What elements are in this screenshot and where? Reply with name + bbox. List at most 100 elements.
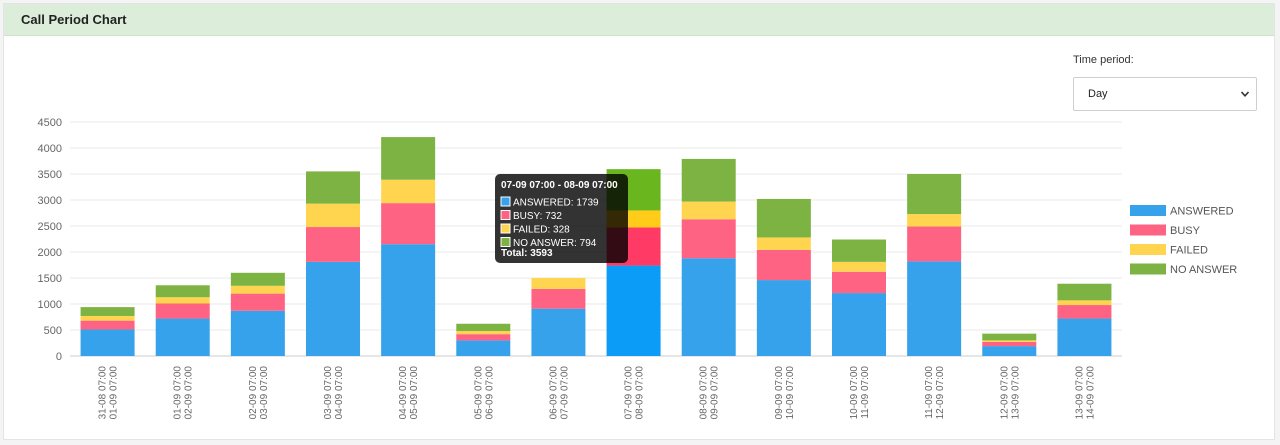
bar-no-answer — [681, 158, 736, 202]
panel-title: Call Period Chart — [21, 12, 127, 27]
y-tick-label: 1000 — [38, 299, 62, 311]
bar-busy — [456, 334, 511, 341]
y-tick-label: 500 — [44, 325, 62, 337]
bar-busy — [381, 203, 436, 245]
bar-no-answer — [456, 323, 511, 332]
tooltip-item: NO ANSWER: 794 — [513, 238, 597, 249]
chevron-down-icon — [1240, 91, 1250, 97]
bar-failed — [80, 315, 135, 321]
x-tick-label: 06-09 07:0007-09 07:00 — [548, 366, 570, 420]
bar-busy — [1057, 305, 1112, 319]
bar-answered — [456, 340, 511, 356]
bar-no-answer — [832, 239, 886, 262]
bar-answered — [381, 244, 436, 356]
bar-busy — [756, 249, 811, 281]
x-tick-label: 09-09 07:0010-09 07:00 — [774, 366, 796, 420]
bar-busy — [531, 288, 586, 309]
bar-answered — [230, 310, 285, 356]
y-tick-label: 4000 — [38, 143, 62, 155]
tooltip-title: 07-09 07:00 - 08-09 07:00 — [501, 180, 618, 191]
bar-answered — [756, 280, 811, 356]
panel-header: Call Period Chart — [4, 4, 1274, 36]
x-tick-label: 05-09 07:0006-09 07:00 — [473, 366, 495, 420]
bar-no-answer — [306, 171, 360, 204]
bar-no-answer — [155, 285, 210, 298]
y-tick-label: 2000 — [38, 247, 62, 259]
tooltip-item: ANSWERED: 1739 — [513, 198, 599, 209]
bar-busy — [306, 227, 360, 262]
bar-failed — [681, 201, 736, 220]
bar-answered — [832, 293, 886, 356]
bar-busy — [80, 320, 135, 330]
time-period-select[interactable]: Day — [1073, 77, 1257, 111]
x-tick-label: 11-09 07:0012-09 07:00 — [924, 366, 946, 420]
bar-answered — [982, 346, 1037, 356]
bar-busy — [155, 303, 210, 319]
tooltip-item: BUSY: 732 — [513, 211, 562, 222]
legend-label: ANSWERED — [1170, 206, 1234, 218]
legend-swatch — [1130, 205, 1166, 216]
y-tick-label: 4500 — [38, 117, 62, 129]
bar-failed — [381, 179, 436, 204]
bar-failed — [982, 340, 1037, 342]
bar-failed — [832, 261, 886, 272]
bar-busy — [230, 293, 285, 311]
bar-no-answer — [80, 307, 135, 316]
x-tick-label: 07-09 07:0008-09 07:00 — [624, 366, 646, 420]
bar-no-answer — [907, 174, 962, 215]
bar-no-answer — [230, 272, 285, 286]
y-tick-label: 1500 — [38, 273, 62, 285]
x-tick-label: 02-09 07:0003-09 07:00 — [248, 366, 270, 420]
bar-failed — [531, 278, 586, 289]
y-tick-label: 0 — [56, 351, 62, 363]
bar-answered — [306, 261, 360, 356]
time-period-label: Time period: — [1073, 54, 1134, 66]
x-tick-label: 03-09 07:0004-09 07:00 — [323, 366, 345, 420]
x-tick-label: 31-08 07:0001-09 07:00 — [98, 366, 120, 420]
bar-busy — [907, 226, 962, 262]
tooltip-item: FAILED: 328 — [513, 225, 570, 236]
bar-no-answer — [1057, 283, 1112, 301]
y-tick-label: 2500 — [38, 221, 62, 233]
bar-failed — [230, 285, 285, 294]
bar-answered — [606, 265, 661, 356]
tooltip-total: Total: 3593 — [501, 248, 553, 259]
bar-no-answer — [381, 137, 436, 180]
time-period-value: Day — [1088, 88, 1108, 100]
bar-failed — [155, 297, 210, 304]
x-tick-label: 12-09 07:0013-09 07:00 — [999, 366, 1021, 420]
legend-swatch — [1130, 224, 1166, 236]
legend-label: FAILED — [1170, 245, 1208, 257]
bar-failed — [306, 203, 360, 228]
y-tick-label: 3500 — [38, 169, 62, 181]
bar-answered — [531, 308, 586, 356]
bar-busy — [832, 271, 886, 294]
bar-failed — [1057, 300, 1112, 306]
x-tick-label: 10-09 07:0011-09 07:00 — [849, 366, 871, 420]
bar-failed — [756, 237, 811, 250]
bar-answered — [681, 258, 736, 356]
bar-answered — [155, 318, 210, 356]
x-tick-label: 13-09 07:0014-09 07:00 — [1074, 366, 1096, 420]
legend-swatch — [1130, 263, 1166, 275]
tooltip-box — [495, 174, 628, 263]
bar-busy — [681, 219, 736, 259]
legend-label: NO ANSWER — [1170, 264, 1237, 276]
legend-label: BUSY — [1170, 225, 1201, 237]
call-period-panel: Call Period Chart Time period: Day — [3, 3, 1275, 440]
bar-answered — [1057, 318, 1112, 356]
tooltip-swatch — [500, 223, 511, 234]
x-tick-label: 01-09 07:0002-09 07:00 — [173, 366, 195, 420]
bar-failed — [456, 331, 511, 335]
tooltip-swatch — [500, 196, 511, 207]
bar-failed — [907, 214, 962, 227]
bar-no-answer — [982, 333, 1037, 341]
x-tick-label: 04-09 07:0005-09 07:00 — [398, 366, 420, 420]
x-tick-label: 08-09 07:0009-09 07:00 — [699, 366, 721, 420]
legend-swatch — [1130, 244, 1166, 255]
y-tick-label: 3000 — [38, 195, 62, 207]
bar-no-answer — [756, 198, 811, 238]
bar-answered — [80, 329, 135, 356]
bar-answered — [907, 261, 962, 356]
